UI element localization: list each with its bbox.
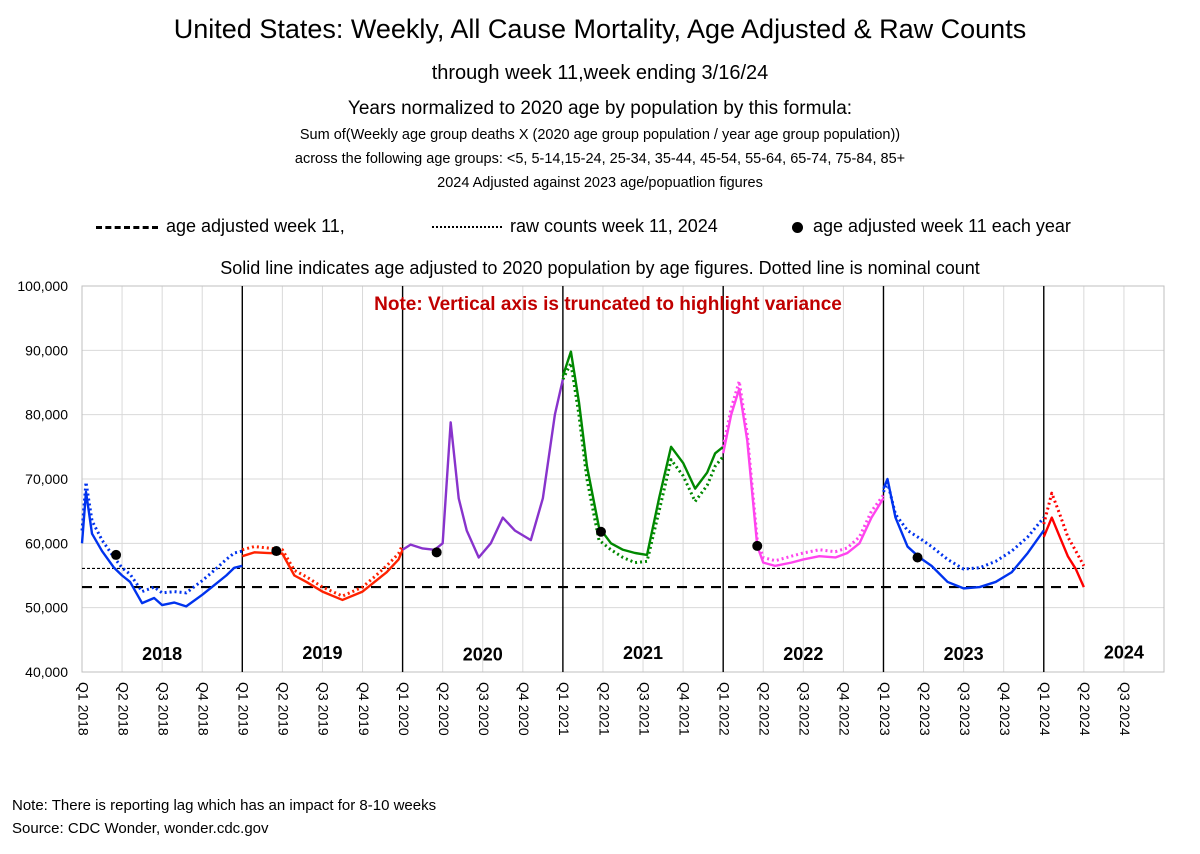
x-tick-label: Q3 2023 — [957, 682, 973, 736]
week11-marker — [912, 552, 923, 563]
y-tick-label: 40,000 — [25, 664, 68, 680]
x-tick-label: Q2 2024 — [1077, 682, 1093, 736]
x-tick-label: Q1 2018 — [75, 682, 91, 736]
y-tick-label: 90,000 — [25, 342, 68, 358]
x-tick-label: Q1 2022 — [716, 682, 732, 736]
x-tick-label: Q2 2022 — [757, 682, 773, 736]
x-tick-label: Q1 2021 — [556, 682, 572, 736]
legend-item-dashed: age adjusted week 11, — [96, 216, 345, 237]
year-label: 2022 — [783, 644, 823, 664]
legend-dashed-label: age adjusted week 11, — [166, 216, 345, 236]
x-tick-label: Q2 2021 — [596, 682, 612, 736]
year-label: 2021 — [623, 643, 663, 663]
solid-line-note: Solid line indicates age adjusted to 202… — [220, 258, 980, 278]
series-line — [721, 379, 885, 563]
x-tick-label: Q3 2024 — [1117, 682, 1133, 736]
series-line — [1042, 516, 1085, 588]
formula-line-1: Sum of(Weekly age group deaths X (2020 a… — [299, 127, 901, 143]
y-tick-label: 60,000 — [25, 535, 68, 551]
x-tick-label: Q2 2018 — [115, 682, 131, 736]
x-tick-label: Q2 2020 — [436, 682, 452, 736]
dotted-line-swatch — [432, 226, 502, 229]
plot-area-frame — [81, 285, 1165, 673]
legend-item-marker: age adjusted week 11 each year — [792, 216, 1071, 237]
x-tick-label: Q1 2019 — [236, 682, 252, 736]
week11-marker — [595, 526, 606, 537]
x-tick-label: Q4 2021 — [676, 682, 692, 736]
reporting-lag-note: Note: There is reporting lag which has a… — [12, 797, 437, 814]
x-tick-label: Q4 2018 — [196, 682, 212, 736]
x-tick-label: Q3 2022 — [797, 682, 813, 736]
x-tick-label: Q1 2024 — [1037, 682, 1053, 736]
series-line — [80, 480, 243, 595]
week11-marker — [431, 547, 442, 558]
x-tick-label: Q4 2023 — [997, 682, 1013, 736]
x-tick-label: Q2 2023 — [917, 682, 933, 736]
x-tick-label: Q1 2020 — [396, 682, 412, 736]
truncated-axis-note: Note: Vertical axis is truncated to high… — [374, 294, 842, 315]
year-label: 2018 — [142, 644, 182, 664]
series-line — [561, 350, 724, 557]
y-tick-label: 70,000 — [25, 471, 68, 487]
formula-heading: Years normalized to 2020 age by populati… — [347, 98, 853, 119]
legend-item-dotted: raw counts week 11, 2024 — [432, 216, 718, 237]
year-label: 2019 — [302, 643, 342, 663]
formula-line-3: 2024 Adjusted against 2023 age/popuatlio… — [437, 175, 763, 191]
week11-marker — [111, 549, 122, 560]
legend-marker-label: age adjusted week 11 each year — [813, 216, 1071, 236]
x-tick-label: Q3 2021 — [636, 682, 652, 736]
week11-marker — [271, 546, 282, 557]
series-line — [1042, 491, 1086, 567]
chart-title: United States: Weekly, All Cause Mortali… — [173, 14, 1027, 44]
y-tick-label: 50,000 — [25, 600, 68, 616]
chart-subtitle: through week 11,week ending 3/16/24 — [431, 62, 769, 84]
year-label: 2020 — [463, 644, 503, 664]
series-line — [401, 379, 565, 559]
source-note: Source: CDC Wonder, wonder.cdc.gov — [12, 820, 269, 837]
x-tick-label: Q3 2020 — [476, 682, 492, 736]
black-dot-icon — [792, 221, 803, 233]
series-line — [80, 490, 243, 608]
year-label: 2023 — [944, 644, 984, 664]
x-tick-label: Q4 2020 — [516, 682, 532, 736]
x-tick-label: Q1 2023 — [877, 682, 893, 736]
series-line — [722, 387, 885, 568]
x-tick-label: Q4 2022 — [837, 682, 853, 736]
x-tick-label: Q3 2018 — [155, 682, 171, 736]
week11-marker — [752, 540, 763, 551]
legend-dotted-label: raw counts week 11, 2024 — [510, 216, 718, 236]
series-line — [561, 361, 725, 565]
series-line — [241, 549, 404, 602]
y-tick-label: 80,000 — [25, 407, 68, 423]
x-tick-label: Q3 2019 — [316, 682, 332, 736]
dashed-line-swatch — [96, 225, 158, 229]
x-tick-label: Q2 2019 — [276, 682, 292, 736]
y-tick-label: 100,000 — [17, 278, 68, 294]
year-label: 2024 — [1104, 642, 1144, 662]
formula-line-2: across the following age groups: <5, 5-1… — [294, 151, 906, 167]
x-tick-label: Q4 2019 — [356, 682, 372, 736]
series-line — [882, 477, 1045, 590]
